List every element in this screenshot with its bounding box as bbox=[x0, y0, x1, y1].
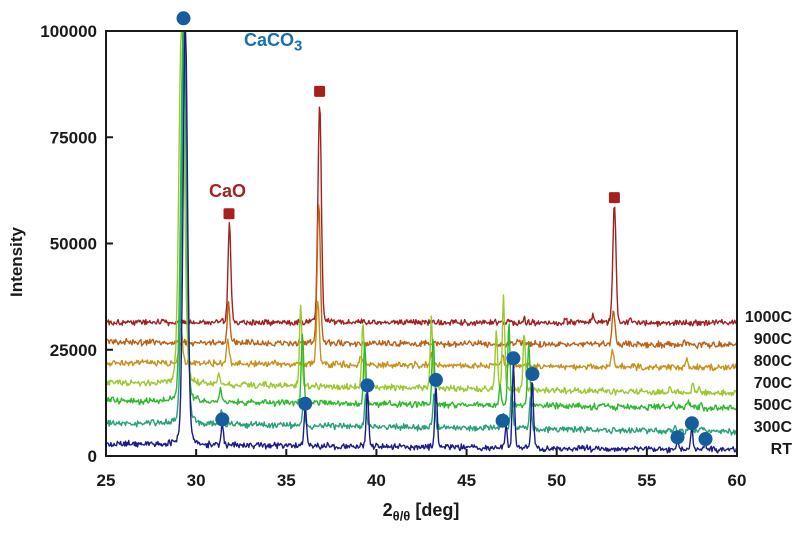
cao-peak-marker bbox=[223, 208, 235, 220]
y-tick-label: 100000 bbox=[40, 22, 97, 41]
caco3-peak-marker bbox=[670, 430, 685, 445]
caco3-peak-marker bbox=[698, 432, 713, 446]
x-tick-label: 40 bbox=[367, 471, 386, 490]
caco3-label-subscript: 3 bbox=[294, 37, 303, 55]
caco3-peak-marker bbox=[495, 413, 510, 428]
trace-300C bbox=[106, 31, 737, 436]
caco3-peak-marker bbox=[360, 378, 375, 393]
caco3-peak-marker bbox=[215, 412, 230, 427]
cao-peak-marker bbox=[314, 85, 326, 97]
plot-frame bbox=[105, 30, 738, 457]
x-tick-label: 30 bbox=[187, 471, 206, 490]
trace-500C bbox=[106, 31, 737, 413]
x-axis-title-prefix: 2 bbox=[382, 500, 393, 520]
series-label-1000C: 1000C bbox=[744, 309, 792, 326]
cao-peak-marker bbox=[608, 192, 620, 204]
series-label-500C: 500C bbox=[753, 397, 792, 414]
caco3-peak-marker bbox=[525, 367, 540, 381]
caco3-peak-marker bbox=[176, 11, 191, 26]
caco3-peak-marker bbox=[684, 416, 699, 431]
temperature-labels: 1000C 900C 800C 700C 500C 300C RT bbox=[738, 307, 792, 461]
caco3-label: CaCO3 bbox=[244, 30, 302, 55]
y-tick-label: 0 bbox=[88, 447, 97, 466]
y-tick-label: 25000 bbox=[50, 341, 97, 360]
series-label-300C: 300C bbox=[753, 419, 792, 436]
y-tick-label: 50000 bbox=[50, 235, 97, 254]
y-tick-label: 75000 bbox=[50, 128, 97, 147]
x-tick-label: 45 bbox=[457, 471, 476, 490]
caco3-peak-marker bbox=[428, 372, 443, 387]
x-tick-label: 50 bbox=[547, 471, 566, 490]
y-axis-title: Intensity bbox=[7, 227, 26, 297]
x-tick-label: 35 bbox=[277, 471, 296, 490]
x-axis-title-subscript: θ/θ bbox=[392, 508, 411, 524]
x-tick-label: 55 bbox=[637, 471, 656, 490]
x-axis-title: 2θ/θ [deg] bbox=[383, 500, 460, 524]
trace-900C bbox=[106, 204, 737, 350]
cao-label: CaO bbox=[209, 181, 247, 201]
caco3-peak-marker bbox=[298, 396, 313, 411]
caco3-label-text: CaCO bbox=[244, 30, 295, 50]
caco3-peak-marker bbox=[506, 351, 521, 366]
x-tick-label: 25 bbox=[97, 471, 116, 490]
x-axis-title-suffix: [deg] bbox=[410, 500, 460, 520]
series-label-900C: 900C bbox=[753, 331, 792, 348]
trace-1000C bbox=[106, 106, 737, 328]
trace-800C bbox=[106, 300, 737, 372]
x-tick-label: 60 bbox=[728, 471, 747, 490]
trace-RT bbox=[106, 31, 737, 454]
series-label-RT: RT bbox=[770, 441, 792, 458]
series-label-700C: 700C bbox=[753, 375, 792, 392]
series-label-800C: 800C bbox=[753, 353, 792, 370]
trace-700C bbox=[106, 31, 737, 397]
